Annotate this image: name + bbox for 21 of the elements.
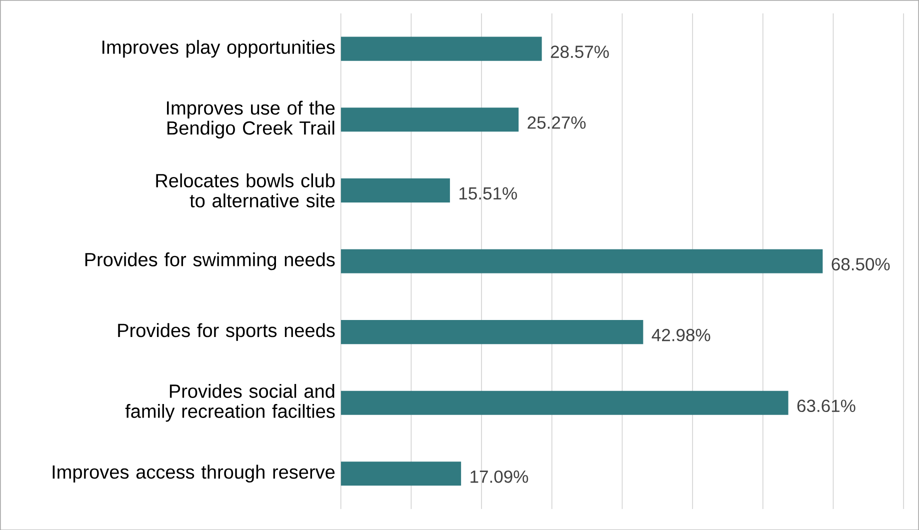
y-tick-label: Relocates bowls club to alternative site: [156, 173, 335, 208]
data-label: 42.98%: [652, 328, 710, 342]
y-tick-label: Provides for swimming needs: [85, 252, 335, 270]
y-tick-label: Improves access through reserve: [52, 464, 335, 482]
bar: [340, 178, 450, 202]
bar: [340, 248, 823, 274]
data-label: 17.09%: [470, 470, 528, 483]
data-label: 15.51%: [459, 187, 517, 200]
y-tick-label: Improves play opportunities: [102, 40, 335, 58]
bar: [340, 320, 644, 344]
data-label: 25.27%: [528, 116, 586, 129]
y-tick-label: Improves use of the Bendigo Creek Trail: [166, 100, 335, 138]
data-label: 28.57%: [550, 45, 609, 58]
y-tick-label: Provides for sports needs: [118, 322, 335, 341]
bar: [340, 461, 462, 486]
data-label: 68.50%: [832, 258, 890, 270]
bar: [340, 36, 542, 61]
y-tick-label: Provides social and family recreation facilties: [125, 384, 335, 422]
bar: [340, 390, 788, 415]
data-label: 63.61%: [797, 399, 856, 412]
bar: [340, 107, 519, 132]
